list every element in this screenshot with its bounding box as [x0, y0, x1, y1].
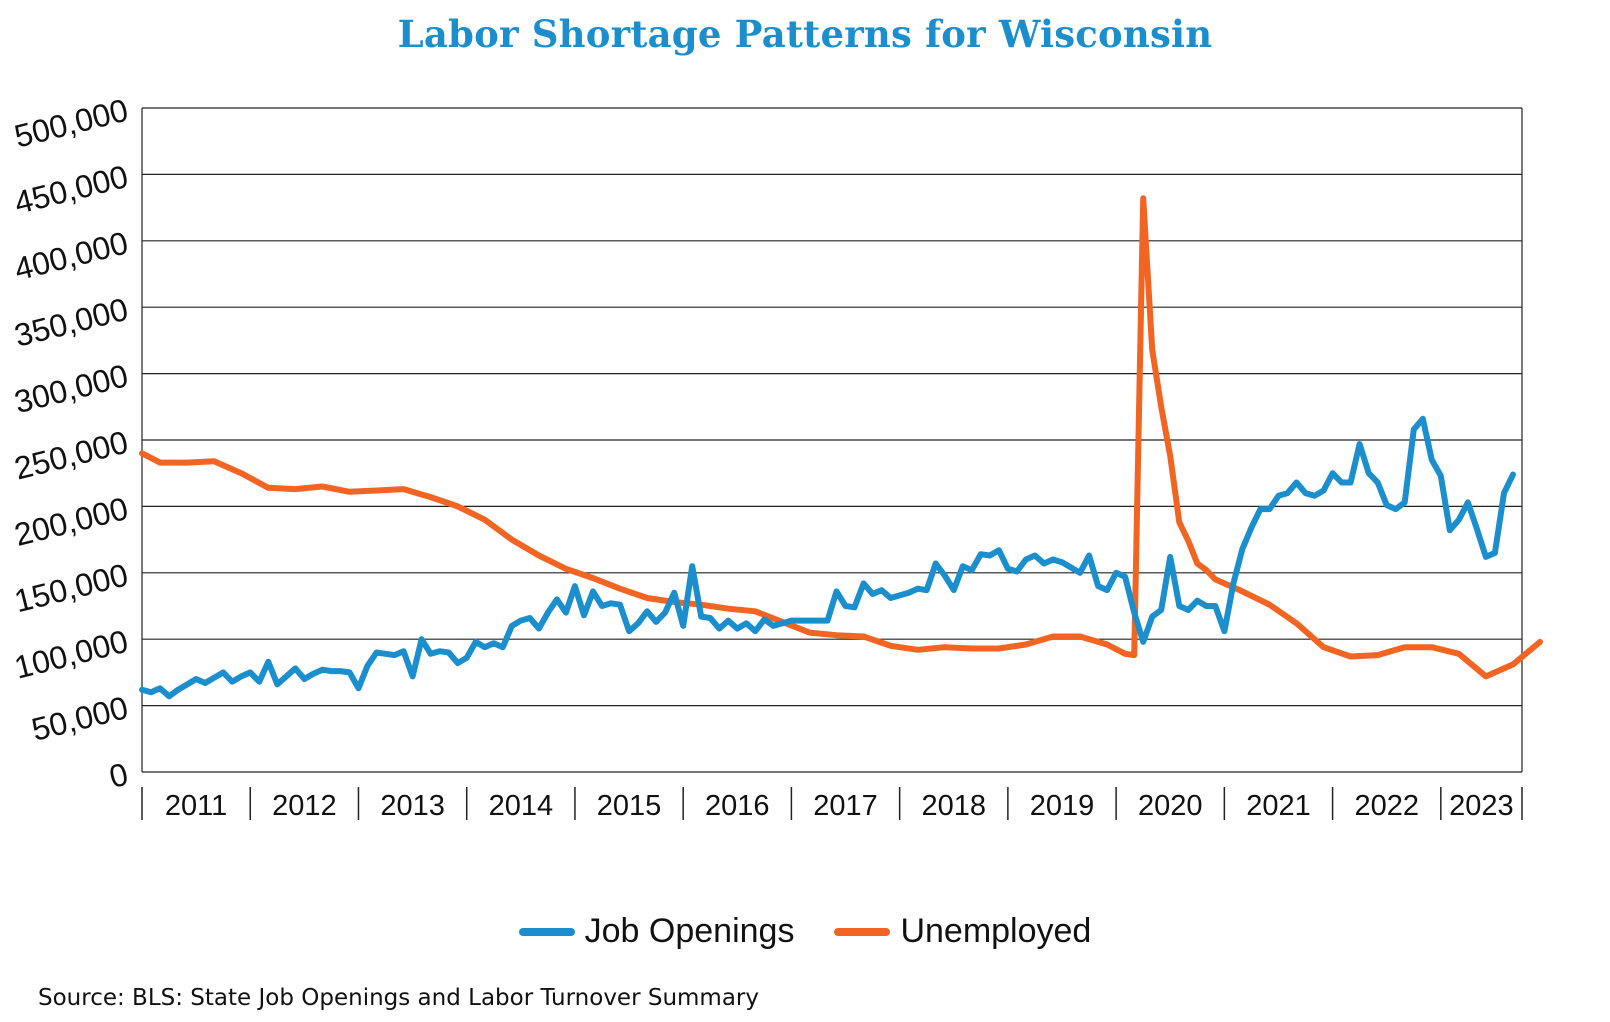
y-tick-label: 300,000: [11, 357, 132, 420]
y-tick-label: 400,000: [11, 224, 132, 287]
chart-legend: Job Openings Unemployed: [0, 912, 1610, 951]
y-tick-label: 250,000: [11, 424, 132, 487]
y-tick-label: 500,000: [11, 92, 132, 155]
legend-item-unemployed: Unemployed: [834, 912, 1091, 951]
x-tick-label: 2021: [1246, 790, 1311, 822]
x-tick-label: 2019: [1030, 790, 1095, 822]
y-tick-label: 100,000: [11, 623, 132, 686]
chart-title: Labor Shortage Patterns for Wisconsin: [397, 12, 1213, 56]
source-note: Source: BLS: State Job Openings and Labo…: [38, 985, 759, 1011]
y-tick-label: 50,000: [28, 689, 132, 748]
x-tick-label: 2017: [813, 790, 878, 822]
x-tick-label: 2016: [705, 790, 770, 822]
y-tick-label: 150,000: [11, 556, 132, 619]
legend-item-job-openings: Job Openings: [518, 912, 795, 951]
x-tick-label: 2014: [489, 790, 554, 822]
legend-label-job-openings: Job Openings: [584, 912, 795, 950]
y-tick-label: 0: [106, 756, 132, 795]
series-line-job-openings: [139, 415, 1516, 700]
x-tick-label: 2015: [597, 790, 662, 822]
legend-swatch-unemployed: [834, 927, 891, 936]
x-tick-label: 2020: [1138, 790, 1203, 822]
legend-label-unemployed: Unemployed: [900, 912, 1092, 950]
x-tick-label: 2012: [272, 790, 337, 822]
x-tick-label: 2013: [380, 790, 445, 822]
y-tick-label: 450,000: [11, 158, 132, 221]
series-line-unemployed: [139, 195, 1543, 680]
x-tick-label: 2023: [1449, 790, 1514, 822]
chart-plot: 0 50,000100,000150,000200,000250,000300,0…: [11, 92, 1543, 822]
x-tick-label: 2018: [922, 790, 987, 822]
legend-swatch-job-openings: [518, 927, 575, 936]
y-tick-label: 200,000: [11, 490, 132, 553]
x-tick-label: 2022: [1354, 790, 1419, 822]
x-tick-label: 2011: [165, 790, 227, 822]
y-tick-label: 350,000: [11, 291, 132, 354]
